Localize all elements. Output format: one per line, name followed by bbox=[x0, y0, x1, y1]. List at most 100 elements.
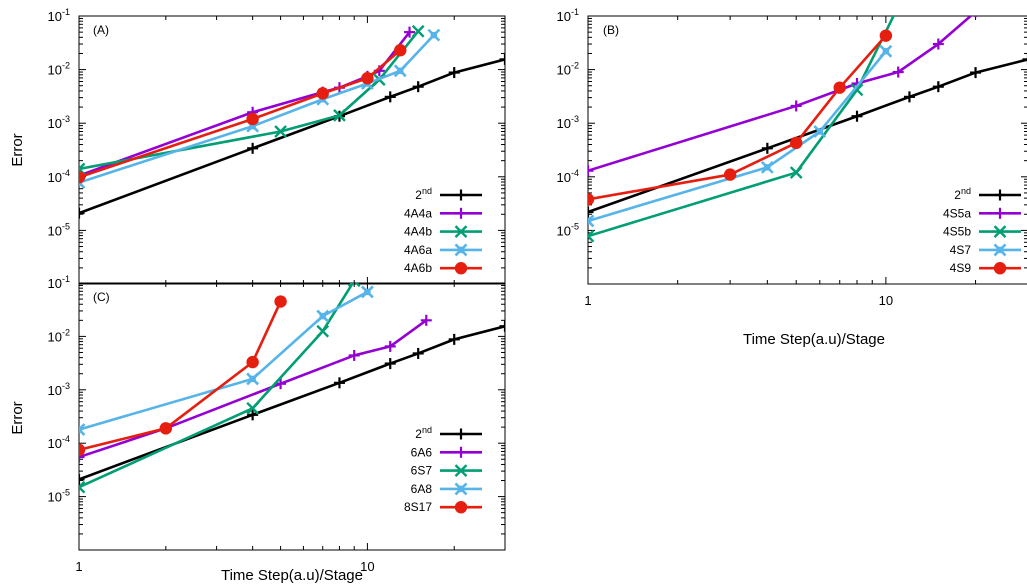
panel-a-series-1-line bbox=[79, 31, 411, 177]
panel-b-ytick-label: 10-4 bbox=[557, 168, 579, 185]
panel-c-series-4-point bbox=[246, 355, 259, 369]
panel-c-series-1-point bbox=[384, 340, 396, 352]
panel-c-series-1-point bbox=[420, 314, 432, 326]
panel-c-legend-label: 6A6 bbox=[411, 445, 433, 459]
xlabel-bottom: Time Step(a.u)/Stage bbox=[221, 567, 363, 584]
panel-b-legend-marker bbox=[994, 207, 1006, 219]
panel-a-legend-marker bbox=[454, 243, 468, 257]
panel-a-ytick-label: 10-1 bbox=[48, 7, 70, 24]
panel-b-series-2-point bbox=[588, 229, 595, 243]
panel-b-ytick-label: 10-1 bbox=[557, 7, 579, 24]
panel-b-series-0-point bbox=[932, 81, 944, 93]
panel-c-series-0-point bbox=[384, 358, 396, 370]
panel-c-series-3-point bbox=[246, 372, 260, 386]
panel-b-series-1-point bbox=[932, 38, 944, 50]
panel-c-legend-label: 6A8 bbox=[411, 482, 433, 496]
panel-a-legend-marker bbox=[455, 207, 467, 219]
panel-a-legend-label: 2nd bbox=[415, 186, 432, 202]
panel-b-frame bbox=[587, 15, 1027, 285]
panel-c-series-2-point bbox=[246, 401, 259, 415]
panel-c-series-4-point bbox=[274, 295, 287, 308]
panel-c-series-1-point bbox=[348, 349, 360, 361]
panel-a-legend-marker bbox=[455, 189, 467, 201]
panel-b-series-1-point bbox=[790, 100, 802, 112]
panel-c-series-1-point bbox=[275, 378, 287, 390]
panel-a-series bbox=[79, 24, 505, 219]
panel-b-series-1-point bbox=[892, 66, 904, 78]
panel-c-frame bbox=[78, 282, 506, 551]
panel-c-series-4-point bbox=[79, 443, 86, 457]
panel-c-legend-label: 6S7 bbox=[411, 464, 433, 478]
panel-c-series-3-point bbox=[79, 423, 86, 436]
panel-b-series-4-point bbox=[879, 29, 893, 42]
panel-c-legend-label: 8S17 bbox=[404, 500, 432, 514]
panel-a-ytick-label: 10-2 bbox=[48, 61, 70, 78]
panel-c-series-3-point bbox=[316, 309, 330, 323]
panel-a-series-0-point bbox=[79, 207, 85, 219]
panel-c-xticks: 1 10 bbox=[75, 283, 506, 574]
panel-c-series-3-point bbox=[360, 285, 374, 299]
panel-a-ytick-label: 10-3 bbox=[48, 114, 70, 131]
panel-b: 10-5 10-4 10-3 10-2 10-1 1 10 (B) 2nd 4S5a 4S5b… bbox=[557, 1, 1027, 308]
panel-b-series-2-point bbox=[850, 83, 864, 97]
panel-a-legend-marker bbox=[454, 225, 468, 238]
panel-c-series-0-point bbox=[247, 409, 259, 421]
panel-a-series-4-point bbox=[361, 72, 374, 85]
panel-c-yticks: 10-5 10-4 10-3 10-2 10-1 bbox=[48, 274, 505, 551]
panel-c-series-0-point bbox=[448, 333, 460, 345]
panel-b-series-4-point bbox=[723, 168, 737, 181]
panel-c-series bbox=[79, 283, 505, 494]
panel-c-legend-marker bbox=[454, 464, 468, 477]
panel-b-series-4-point bbox=[833, 81, 846, 94]
panel-c-series-2-point bbox=[316, 324, 330, 338]
panel-c-ytick-label: 10-3 bbox=[48, 381, 70, 398]
panel-b-legend-marker bbox=[993, 225, 1007, 238]
panel-b-yticks: 10-5 10-4 10-3 10-2 10-1 bbox=[557, 7, 1027, 285]
panel-b-series-3-point bbox=[588, 214, 595, 228]
panel-b-series-3-line bbox=[588, 50, 887, 223]
panel-a-label: (A) bbox=[93, 23, 109, 37]
panel-c-series-2-point bbox=[347, 283, 361, 288]
panel-a-series-0-point bbox=[384, 91, 396, 103]
panel-b-series-3-point bbox=[879, 44, 893, 58]
panel-b-legend-marker bbox=[993, 243, 1007, 257]
panel-b-series-0-point bbox=[1022, 53, 1027, 65]
panel-b-legend-marker bbox=[993, 262, 1007, 275]
panel-a-legend-label: 4A4a bbox=[404, 206, 432, 220]
panel-b-series-2-point bbox=[789, 166, 803, 179]
ylabel-bottom: Error bbox=[9, 401, 26, 434]
panel-b-legend-label: 4S5a bbox=[943, 206, 971, 220]
panel-c-ytick-label: 10-1 bbox=[48, 274, 70, 291]
panel-a-series-4-point bbox=[394, 44, 407, 57]
panel-a-series-0-point bbox=[499, 53, 505, 65]
panel-b-ytick-label: 10-5 bbox=[557, 221, 579, 238]
panel-c-series-0-point bbox=[333, 377, 345, 389]
panel-a-series-3-point bbox=[427, 28, 441, 42]
panel-a-legend-label: 4A6b bbox=[404, 261, 432, 275]
panel-b-xticks: 1 10 bbox=[584, 16, 977, 308]
panel-a-legend: 2nd 4A4a 4A4b 4A6a 4A6b bbox=[404, 186, 482, 275]
panel-c-legend: 2nd 6A6 6S7 6A8 8S17 bbox=[404, 425, 482, 514]
panel-c-series-4-line bbox=[79, 300, 282, 452]
panel-c-ytick-label: 10-5 bbox=[48, 488, 70, 505]
panel-b-series-0-point bbox=[588, 206, 594, 218]
panel-a-series-0-line bbox=[79, 58, 505, 215]
panel-a: 10-5 10-4 10-3 10-2 10-1 (A) 2nd 4A4a 4A4b 4A6a… bbox=[48, 7, 506, 285]
panel-a-ytick-label: 10-5 bbox=[48, 221, 70, 238]
panel-b-legend-label: 4S5b bbox=[943, 225, 971, 239]
panel-a-series-3-point bbox=[393, 64, 407, 78]
panel-a-series-4-point bbox=[79, 171, 86, 184]
panel-c-series-3-line bbox=[79, 290, 369, 431]
panel-b-series-4-point bbox=[790, 136, 803, 150]
panel-b-xtick-label: 1 bbox=[584, 293, 591, 308]
panel-b-legend-label: 4S9 bbox=[950, 261, 972, 275]
panel-b-xtick-label: 10 bbox=[879, 293, 893, 308]
panel-b-series-2-point bbox=[893, 1, 904, 12]
panel-b-series-4-line bbox=[588, 34, 887, 201]
panel-b-legend-marker bbox=[994, 189, 1006, 201]
panel-c-xtick-label: 1 bbox=[75, 559, 82, 574]
panel-a-series-4-point bbox=[246, 112, 259, 126]
panel-c-legend-marker bbox=[454, 482, 468, 496]
panel-a-xticks bbox=[78, 16, 506, 284]
panel-a-series-1-point bbox=[404, 26, 416, 38]
